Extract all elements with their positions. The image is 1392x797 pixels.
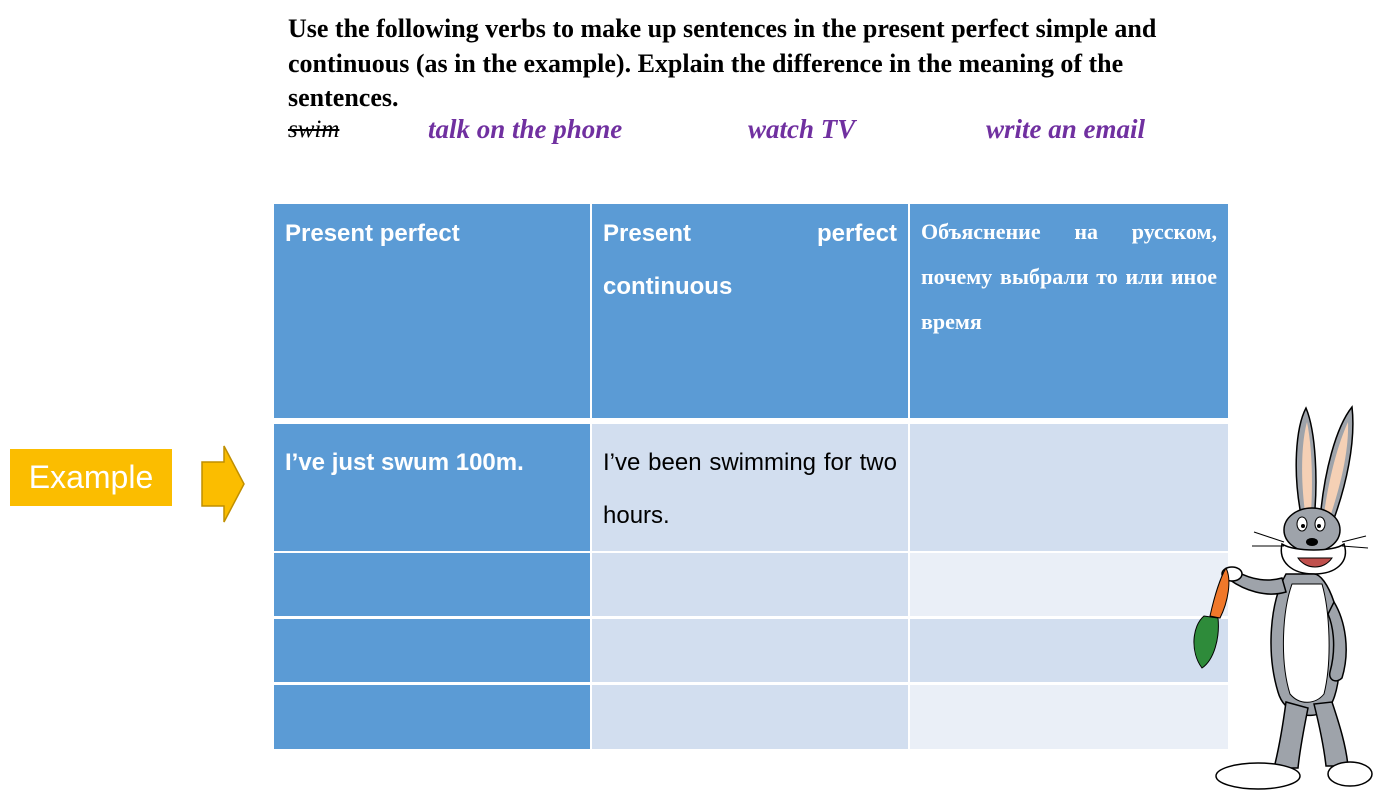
tense-table: Present perfect Present perfect continuo… [274,204,1228,749]
example-label: Example [10,449,172,506]
verb-write-an-email: write an email [986,114,1146,144]
table-cell[interactable] [910,619,1228,682]
example-continuous-cell: I’ve been swimming for two hours. [592,424,908,551]
header-present-perfect-continuous: Present perfect continuous [592,204,908,418]
right-arrow-icon [201,445,245,523]
table-cell[interactable] [592,685,908,749]
header-russian-explanation: Объяснение на русском, почему выбрали то… [910,204,1228,418]
header-present-perfect: Present perfect [274,204,590,418]
bugs-bunny-illustration [1193,405,1373,790]
example-explanation-cell[interactable] [910,424,1228,551]
table-cell[interactable] [274,685,590,749]
table-cell[interactable] [274,553,590,616]
table-cell[interactable] [592,619,908,682]
table-cell[interactable] [592,553,908,616]
table-cell[interactable] [910,553,1228,616]
verb-watch-tv: watch TV [748,114,856,144]
table-cell[interactable] [274,619,590,682]
verb-talk-on-the-phone: talk on the phone [428,114,623,144]
instructions-text: Use the following verbs to make up sente… [288,14,1157,112]
example-present-perfect-cell: I’ve just swum 100m. [274,424,590,551]
table-cell[interactable] [910,685,1228,749]
verb-swim: swim [288,116,340,143]
verb-list: swim talk on the phone watch TV write an… [0,114,1392,154]
